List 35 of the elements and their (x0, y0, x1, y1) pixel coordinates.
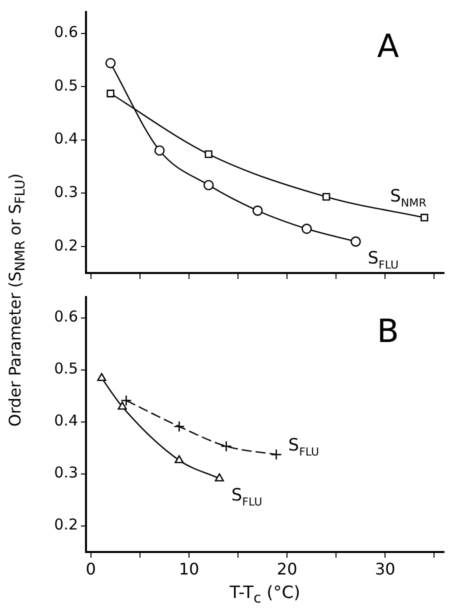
y-tick-label: 0.2 (54, 516, 78, 534)
point (302, 224, 312, 234)
point (106, 90, 114, 98)
y-tick-label: 0.4 (54, 412, 78, 430)
point (154, 145, 165, 156)
point (97, 372, 106, 382)
x-tick-label: 30 (374, 560, 396, 579)
point (120, 394, 132, 406)
annotation: A (377, 27, 400, 65)
point (204, 150, 212, 158)
point (220, 440, 232, 452)
y-tick-label: 0.3 (54, 464, 78, 482)
point (118, 402, 127, 410)
point (252, 206, 263, 216)
point (270, 448, 282, 460)
point (203, 180, 214, 190)
y-tick-label: 0.6 (54, 23, 78, 42)
y-tick-label: 0.5 (54, 360, 78, 378)
y-tick-label: 0.4 (54, 130, 78, 148)
y-tick-label: 0.6 (54, 308, 78, 326)
x-tick-label: 10 (178, 560, 200, 579)
y-tick-label: 0.2 (54, 236, 78, 254)
point (105, 58, 116, 68)
y-tick-label: 0.5 (54, 76, 78, 94)
annotation: B (377, 312, 399, 350)
point (322, 193, 330, 201)
x-tick-label: 0 (86, 560, 96, 579)
point (420, 214, 428, 222)
x-tick-label: 20 (276, 560, 298, 579)
point (174, 455, 184, 464)
point (214, 473, 224, 482)
y-tick-label: 0.3 (54, 182, 78, 201)
point (174, 420, 185, 432)
point (350, 236, 361, 247)
x-axis-title: T-T$_{c}$ (°C) (228, 583, 302, 606)
